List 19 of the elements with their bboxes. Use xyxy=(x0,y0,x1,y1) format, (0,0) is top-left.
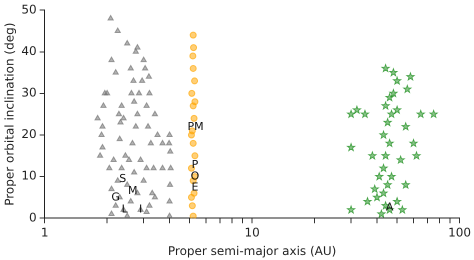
y-tick-label: 50 xyxy=(21,2,37,16)
annotation: M xyxy=(128,184,138,198)
annotation: I xyxy=(138,202,142,216)
y-tick-label: 0 xyxy=(29,210,37,224)
x-tick-label: 1 xyxy=(40,226,48,240)
annotation: L xyxy=(122,202,129,216)
y-tick-label: 40 xyxy=(21,44,37,58)
y-axis-title: Proper orbital inclination (deg) xyxy=(2,22,16,206)
x-tick-label: 10 xyxy=(244,226,260,240)
annotation: G xyxy=(111,190,120,204)
x-tick-label: 100 xyxy=(448,226,471,240)
y-tick-label: 30 xyxy=(21,86,37,100)
y-tick-label: 20 xyxy=(21,127,37,142)
annotation: PM xyxy=(188,120,204,133)
annotation: E xyxy=(191,180,198,194)
annotation: S xyxy=(119,172,126,185)
y-tick-label: 10 xyxy=(21,168,37,183)
x-axis-title: Proper semi-major axis (AU) xyxy=(168,244,336,258)
annotation: P xyxy=(192,158,199,172)
